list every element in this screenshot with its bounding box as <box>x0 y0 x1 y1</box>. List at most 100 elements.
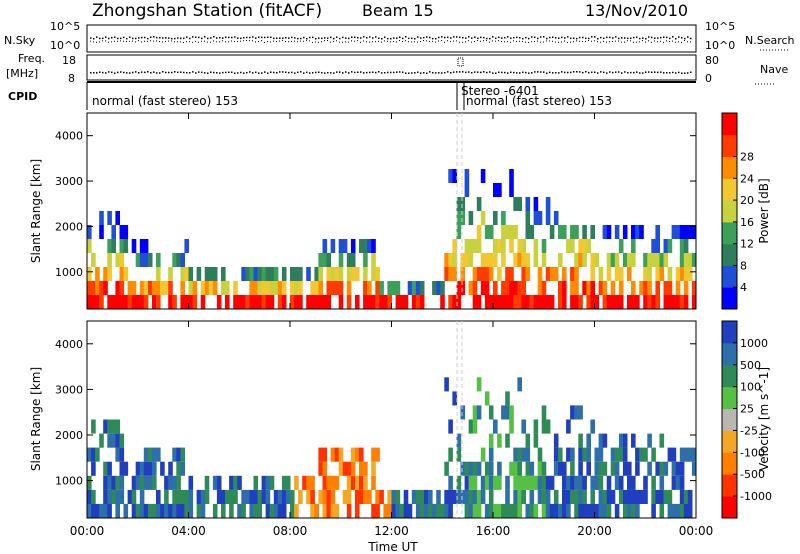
heatmap-cell <box>476 461 482 476</box>
heatmap-cell <box>379 489 384 504</box>
heatmap-cell <box>622 433 628 448</box>
heatmap-cell <box>590 419 595 434</box>
heatmap-cell <box>679 295 685 309</box>
heatmap-cell <box>147 461 153 476</box>
freq-point <box>429 71 431 73</box>
heatmap-cell <box>464 169 470 183</box>
heatmap-cell <box>480 475 486 490</box>
nsearch-point <box>570 41 571 43</box>
heatmap-cell <box>667 281 673 295</box>
heatmap-cell <box>610 295 616 309</box>
nsky-point <box>420 37 422 39</box>
nsky-point <box>594 36 596 38</box>
nsky-point <box>390 37 392 40</box>
heatmap-cell <box>127 281 133 295</box>
heatmap-cell <box>249 267 254 281</box>
nsearch-point <box>612 40 613 42</box>
nsearch-point <box>210 41 211 43</box>
heatmap-cell <box>285 475 291 490</box>
heatmap-cell <box>505 503 510 518</box>
heatmap-cell <box>440 503 445 518</box>
heatmap-cell <box>440 295 445 309</box>
x-tick-label: 00:00 <box>679 524 714 538</box>
heatmap-cell <box>659 433 665 448</box>
nsky-point <box>630 37 632 40</box>
nsearch-point <box>129 40 130 42</box>
heatmap-cell <box>521 489 526 504</box>
heatmap-cell <box>359 239 364 253</box>
nave-tick-top: 80 <box>705 54 719 67</box>
heatmap-cell <box>553 433 559 448</box>
nsearch-point <box>642 40 643 42</box>
colorbar-segment <box>722 134 737 158</box>
freq-point <box>558 72 560 74</box>
heatmap-cell <box>444 377 449 392</box>
nsky-point <box>99 37 101 40</box>
nsky-point <box>264 36 266 39</box>
heatmap-cell <box>529 225 535 239</box>
heatmap-cell <box>375 447 380 462</box>
heatmap-cell <box>594 503 600 518</box>
nsky-point <box>426 36 428 38</box>
y-tick-label: 2000 <box>55 220 83 233</box>
heatmap-cell <box>371 253 376 267</box>
colorbar-tick-label: 25 <box>740 403 754 416</box>
heatmap-cell <box>265 281 271 295</box>
heatmap-cell <box>363 295 368 309</box>
nsky-point <box>249 36 251 39</box>
heatmap-cell <box>675 475 681 490</box>
freq-point <box>396 71 398 73</box>
colorbar-segment <box>722 452 737 475</box>
heatmap-cell <box>663 239 669 253</box>
nsearch-point <box>618 40 619 42</box>
heatmap-cell <box>456 225 462 239</box>
heatmap-cell <box>131 489 137 504</box>
freq-point <box>354 71 356 74</box>
nsky-point <box>417 36 419 38</box>
nsky-point <box>96 36 98 38</box>
nsearch-point <box>282 40 283 42</box>
heatmap-cell <box>501 239 506 253</box>
heatmap-cell <box>558 281 563 295</box>
heatmap-cell <box>123 295 129 309</box>
nsearch-point <box>186 41 187 43</box>
heatmap-cell <box>618 295 624 309</box>
freq-point <box>156 72 158 74</box>
heatmap-cell <box>533 295 539 309</box>
heatmap-cell <box>582 475 587 490</box>
heatmap-cell <box>342 489 348 504</box>
nsky-point <box>411 37 413 40</box>
heatmap-cell <box>570 405 575 420</box>
heatmap-cell <box>622 447 628 462</box>
freq-point <box>660 71 662 73</box>
freq-point <box>219 72 221 74</box>
heatmap-cell <box>221 267 226 281</box>
freq-point <box>168 71 170 74</box>
nsearch-point <box>144 40 145 42</box>
heatmap-cell <box>330 503 336 518</box>
heatmap-cell <box>257 503 263 518</box>
heatmap-cell <box>107 475 112 490</box>
heatmap-cell <box>371 295 376 309</box>
heatmap-cell <box>525 461 531 476</box>
nsky-point <box>309 36 311 39</box>
heatmap-cell <box>663 461 669 476</box>
heatmap-cell <box>602 461 608 476</box>
nsky-tick-top: 10^5 <box>50 20 80 33</box>
nsky-point <box>624 37 626 39</box>
heatmap-cell <box>562 475 567 490</box>
heatmap-cell <box>618 433 624 448</box>
freq-point <box>510 71 512 74</box>
freq-point <box>627 71 629 74</box>
heatmap-cell <box>115 475 120 490</box>
nsky-point <box>327 37 329 39</box>
nsearch-point <box>540 41 541 43</box>
heatmap-cell <box>464 461 470 476</box>
heatmap-cell <box>310 503 315 518</box>
nsearch-point <box>261 40 262 42</box>
freq-point <box>447 71 449 73</box>
freq-tick-bottom: 8 <box>68 72 75 85</box>
nsky-point <box>201 37 203 40</box>
heatmap-cell <box>318 447 323 462</box>
nsearch-point <box>306 40 307 42</box>
